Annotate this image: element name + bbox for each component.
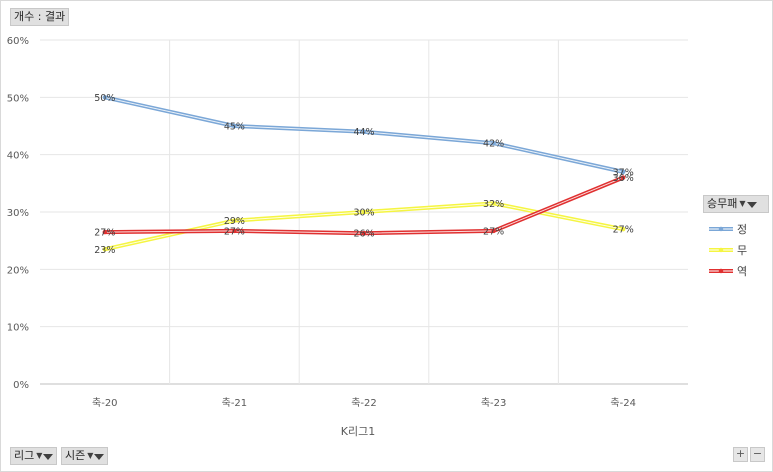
data-label: 37% xyxy=(613,167,634,178)
dropdown-arrow-icon: ▼ xyxy=(36,451,43,460)
data-point xyxy=(621,227,626,232)
x-axis-title: K리그1 xyxy=(341,425,375,438)
data-point xyxy=(491,228,496,234)
legend-label: 역 xyxy=(737,264,748,278)
data-point xyxy=(102,95,108,100)
data-label: 23% xyxy=(94,245,115,256)
legend-item: 정 xyxy=(708,218,747,239)
data-point xyxy=(621,175,626,180)
filter-icon xyxy=(43,454,54,460)
data-label: 42% xyxy=(483,139,504,150)
y-tick-label: 60% xyxy=(7,36,29,47)
zoom-out-button[interactable]: − xyxy=(750,447,765,462)
data-point xyxy=(361,209,367,215)
data-label: 27% xyxy=(483,226,504,237)
legend-marker xyxy=(718,226,724,231)
data-point xyxy=(102,247,108,252)
y-tick-label: 10% xyxy=(7,323,29,334)
data-point xyxy=(232,123,237,129)
legend-label: 정 xyxy=(737,222,748,236)
data-point xyxy=(102,229,108,235)
data-label: 27% xyxy=(613,225,634,236)
data-label: 26% xyxy=(353,229,374,240)
y-tick-label: 50% xyxy=(7,93,29,104)
values-field-label: 개수 : 결과 xyxy=(14,10,66,23)
row-field-season-button[interactable]: 시즌 ▼ xyxy=(61,447,109,465)
data-point xyxy=(621,169,626,175)
data-label: 32% xyxy=(483,199,504,210)
data-label: 44% xyxy=(353,127,374,138)
row-field-season-label: 시즌 xyxy=(65,449,86,462)
row-field-league-label: 리그 xyxy=(14,449,35,462)
zoom-in-button[interactable]: + xyxy=(733,447,748,462)
series-line-역 xyxy=(104,175,624,236)
dropdown-arrow-icon: ▼ xyxy=(87,451,94,460)
data-point xyxy=(232,228,237,234)
y-tick-label: 0% xyxy=(13,380,29,391)
data-label: 36% xyxy=(613,173,634,184)
filter-icon xyxy=(746,202,757,208)
legend-line-swatch xyxy=(709,226,733,231)
data-point xyxy=(361,231,367,236)
legend-field-button[interactable]: 승무패 ▼ xyxy=(703,195,769,213)
data-label: 45% xyxy=(224,122,245,133)
data-point xyxy=(361,129,367,134)
series-line-highlight xyxy=(104,177,624,234)
data-label: 27% xyxy=(224,226,245,237)
x-tick-label: 축-20 xyxy=(92,397,118,409)
data-label: 50% xyxy=(94,93,115,104)
legend-field-label: 승무패 xyxy=(707,197,738,210)
legend-item: 역 xyxy=(708,260,747,281)
filter-icon xyxy=(94,454,105,460)
legend-label: 무 xyxy=(737,243,748,257)
y-tick-label: 20% xyxy=(7,265,29,276)
data-label: 30% xyxy=(353,208,374,219)
x-tick-label: 축-24 xyxy=(610,397,636,409)
legend-marker xyxy=(718,247,724,252)
data-point xyxy=(491,201,496,206)
legend-line-swatch xyxy=(709,268,733,273)
x-tick-label: 축-23 xyxy=(481,397,507,409)
dropdown-arrow-icon: ▼ xyxy=(739,199,746,208)
data-point xyxy=(491,141,496,146)
y-tick-label: 40% xyxy=(7,151,29,162)
legend-marker xyxy=(718,268,724,273)
data-point xyxy=(232,218,237,223)
row-field-league-button[interactable]: 리그 ▼ xyxy=(10,447,58,465)
x-tick-label: 축-22 xyxy=(351,397,377,409)
data-label: 29% xyxy=(224,216,245,227)
legend-line-swatch xyxy=(709,247,733,252)
y-tick-label: 30% xyxy=(7,208,29,219)
values-field-button[interactable]: 개수 : 결과 xyxy=(10,8,70,26)
data-label: 27% xyxy=(94,228,115,239)
x-tick-label: 축-21 xyxy=(222,397,248,409)
legend-item: 무 xyxy=(708,239,747,260)
